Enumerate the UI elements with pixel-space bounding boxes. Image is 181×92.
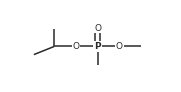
Text: O: O: [72, 42, 79, 51]
Text: O: O: [116, 42, 123, 51]
Text: P: P: [94, 42, 101, 51]
Text: O: O: [94, 24, 101, 33]
